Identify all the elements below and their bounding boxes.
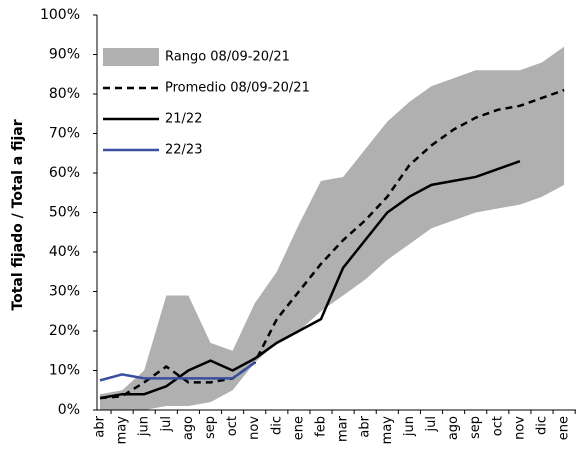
x-tick-label: jul — [424, 416, 439, 432]
x-tick-label: nov — [512, 416, 527, 440]
x-tick-label: ene — [557, 416, 572, 440]
x-tick-label: oct — [490, 416, 505, 436]
x-tick-label: jul — [159, 416, 174, 432]
legend-label: Promedio 08/09-20/21 — [165, 81, 310, 96]
y-axis-label: Total fijado / Total a fijar — [10, 119, 26, 310]
x-tick-label: abr — [358, 415, 373, 437]
x-tick-label: dic — [535, 416, 550, 435]
x-tick-label: ago — [446, 416, 461, 440]
series-line — [99, 88, 565, 400]
x-tick-label: sep — [203, 416, 218, 439]
y-tick-label: 50% — [49, 205, 80, 221]
x-tick-label: dic — [269, 416, 284, 435]
x-tick-label: ago — [181, 416, 196, 440]
y-tick-label: 90% — [49, 47, 80, 63]
legend-swatch — [103, 48, 159, 66]
y-tick-label: 80% — [49, 86, 80, 102]
y-tick-label: 10% — [49, 363, 80, 379]
y-tick-label: 70% — [49, 126, 80, 142]
range-band — [100, 46, 565, 410]
x-tick-label: jun — [137, 416, 152, 437]
series-line — [99, 159, 521, 400]
legend-label: Rango 08/09-20/21 — [165, 50, 290, 65]
x-tick-label: oct — [225, 416, 240, 436]
y-tick-label: 60% — [49, 165, 80, 181]
y-tick-label: 0% — [58, 402, 80, 418]
y-tick-label: 20% — [49, 323, 80, 339]
x-tick-label: mar — [336, 415, 351, 442]
series-line — [99, 361, 256, 382]
y-tick-label: 40% — [49, 244, 80, 260]
x-tick-label: jun — [402, 416, 417, 437]
x-tick-label: may — [380, 416, 395, 445]
y-tick-label: 100% — [40, 7, 80, 23]
legend-label: 22/23 — [165, 143, 202, 158]
y-tick-label: 30% — [49, 284, 80, 300]
x-tick-label: may — [115, 416, 130, 445]
x-tick-label: abr — [93, 415, 108, 437]
x-tick-label: nov — [247, 416, 262, 440]
x-tick-label: ene — [291, 416, 306, 440]
x-tick-label: feb — [314, 416, 329, 437]
x-tick-label: sep — [468, 416, 483, 439]
legend-label: 21/22 — [165, 112, 202, 127]
